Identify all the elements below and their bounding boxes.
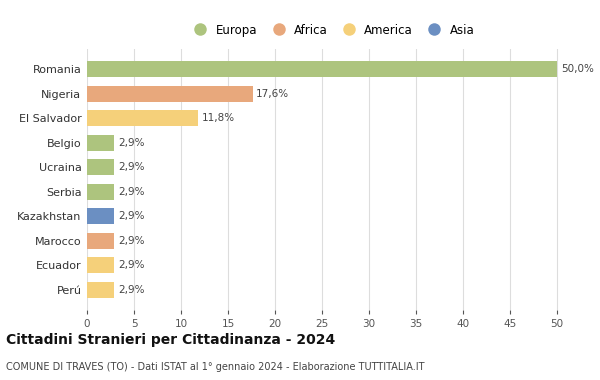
- Bar: [87, 257, 114, 273]
- Text: 2,9%: 2,9%: [118, 211, 145, 221]
- Bar: [87, 135, 114, 151]
- Legend: Europa, Africa, America, Asia: Europa, Africa, America, Asia: [184, 19, 479, 41]
- Bar: [87, 61, 557, 77]
- Text: 2,9%: 2,9%: [118, 187, 145, 197]
- Text: 2,9%: 2,9%: [118, 285, 145, 295]
- Text: Cittadini Stranieri per Cittadinanza - 2024: Cittadini Stranieri per Cittadinanza - 2…: [6, 333, 335, 347]
- Text: 50,0%: 50,0%: [561, 64, 594, 74]
- Bar: [87, 208, 114, 224]
- Bar: [87, 184, 114, 200]
- Bar: [87, 159, 114, 175]
- Bar: [87, 86, 253, 102]
- Text: 2,9%: 2,9%: [118, 260, 145, 271]
- Text: 2,9%: 2,9%: [118, 138, 145, 148]
- Text: 11,8%: 11,8%: [202, 113, 235, 123]
- Bar: [87, 233, 114, 249]
- Text: COMUNE DI TRAVES (TO) - Dati ISTAT al 1° gennaio 2024 - Elaborazione TUTTITALIA.: COMUNE DI TRAVES (TO) - Dati ISTAT al 1°…: [6, 363, 425, 372]
- Bar: [87, 282, 114, 298]
- Text: 2,9%: 2,9%: [118, 236, 145, 246]
- Text: 17,6%: 17,6%: [256, 89, 289, 99]
- Bar: [87, 110, 198, 126]
- Text: 2,9%: 2,9%: [118, 162, 145, 172]
